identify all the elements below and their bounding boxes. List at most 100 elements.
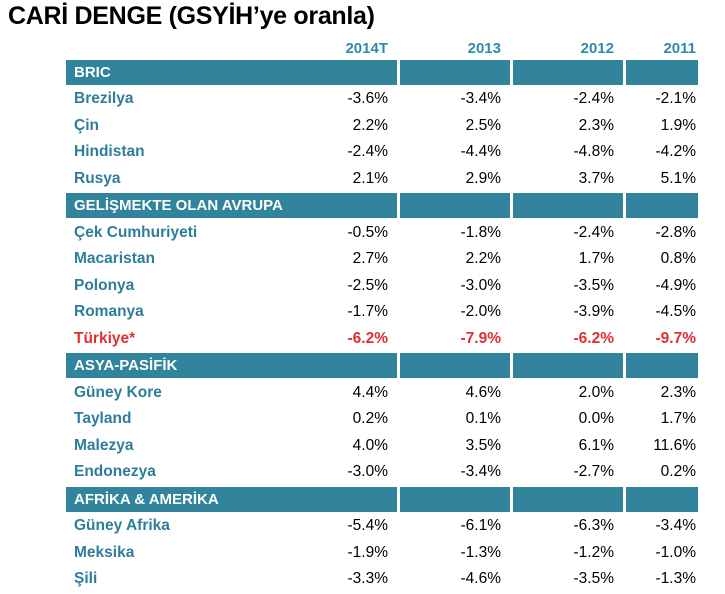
column-divider: [623, 193, 626, 219]
value-cell: -9.7%: [655, 330, 697, 348]
country-name: Çek Cumhuriyeti: [74, 223, 198, 241]
value-cell: -6.2%: [573, 330, 615, 348]
value-cell: 2.7%: [352, 250, 388, 268]
column-divider: [397, 193, 400, 219]
value-cell: -4.2%: [655, 143, 697, 161]
value-cell: -1.8%: [460, 223, 502, 241]
value-cell: -7.9%: [460, 330, 502, 348]
value-cell: -3.3%: [347, 570, 389, 588]
section-title: AFRİKA & AMERİKA: [74, 490, 219, 508]
value-cell: 11.6%: [653, 436, 696, 454]
country-name: Romanya: [74, 303, 144, 321]
value-cell: -2.1%: [655, 90, 697, 108]
value-cell: -1.3%: [460, 543, 502, 561]
value-cell: 2.2%: [465, 250, 501, 268]
value-cell: -3.4%: [460, 90, 502, 108]
country-name: Çin: [74, 116, 99, 134]
value-cell: 2.3%: [578, 116, 614, 134]
value-cell: -3.4%: [655, 517, 697, 535]
table-row: Polonya -2.5% -3.0% -3.5% -4.9%: [66, 273, 698, 300]
section-header: ASYA-PASİFİK: [66, 353, 698, 379]
value-cell: 1.9%: [660, 116, 696, 134]
column-divider: [623, 353, 626, 379]
value-cell: -4.5%: [655, 303, 697, 321]
value-cell: -2.4%: [573, 90, 615, 108]
value-cell: 6.1%: [578, 436, 614, 454]
value-cell: -3.0%: [347, 463, 389, 481]
value-cell: 2.1%: [352, 170, 388, 188]
country-name: Rusya: [74, 170, 121, 188]
value-cell: -3.9%: [573, 303, 615, 321]
value-cell: 0.8%: [660, 250, 696, 268]
table-row: Tayland 0.2% 0.1% 0.0% 1.7%: [66, 406, 698, 433]
value-cell: -1.3%: [655, 570, 697, 588]
country-name: Güney Afrika: [74, 517, 170, 535]
column-header: 2011: [663, 40, 696, 57]
column-divider: [510, 60, 513, 85]
section-title: BRIC: [74, 64, 111, 81]
value-cell: -3.4%: [460, 463, 502, 481]
value-cell: 2.9%: [465, 170, 501, 188]
value-cell: -6.1%: [460, 517, 502, 535]
column-divider: [510, 486, 513, 512]
value-cell: 2.3%: [660, 383, 696, 401]
value-cell: -4.4%: [460, 143, 502, 161]
value-cell: -3.0%: [460, 276, 502, 294]
value-cell: -1.9%: [347, 543, 389, 561]
value-cell: 4.6%: [465, 383, 501, 401]
value-cell: -4.8%: [573, 143, 615, 161]
table-row: Brezilya -3.6% -3.4% -2.4% -2.1%: [66, 86, 698, 113]
table-row: Türkiye* -6.2% -7.9% -6.2% -9.7%: [66, 326, 698, 353]
value-cell: -5.4%: [347, 517, 389, 535]
table-row: Malezya 4.0% 3.5% 6.1% 11.6%: [66, 433, 698, 460]
column-divider: [510, 193, 513, 219]
country-name: Malezya: [74, 436, 134, 454]
value-cell: -4.9%: [655, 276, 697, 294]
country-name: Tayland: [74, 410, 132, 428]
column-divider: [510, 353, 513, 379]
table-row: Endonezya -3.0% -3.4% -2.7% 0.2%: [66, 459, 698, 486]
column-divider: [397, 60, 400, 85]
table-row: Macaristan 2.7% 2.2% 1.7% 0.8%: [66, 246, 698, 273]
column-header-row: 2014T 2013 2012 2011: [66, 38, 698, 59]
value-cell: 5.1%: [660, 170, 696, 188]
table-row: Meksika -1.9% -1.3% -1.2% -1.0%: [66, 539, 698, 566]
country-name: Brezilya: [74, 90, 134, 108]
section-title: GELİŞMEKTE OLAN AVRUPA: [74, 197, 283, 215]
value-cell: 3.7%: [578, 170, 614, 188]
value-cell: -2.7%: [573, 463, 615, 481]
column-divider: [397, 486, 400, 512]
value-cell: -4.6%: [460, 570, 502, 588]
value-cell: -2.5%: [347, 276, 389, 294]
value-cell: 1.7%: [660, 410, 696, 428]
country-name: Macaristan: [74, 250, 155, 268]
value-cell: 3.5%: [465, 436, 501, 454]
section-header: BRIC: [66, 60, 698, 85]
value-cell: 2.5%: [465, 116, 501, 134]
table-row: Hindistan -2.4% -4.4% -4.8% -4.2%: [66, 139, 698, 166]
value-cell: -3.5%: [573, 570, 615, 588]
value-cell: -2.8%: [655, 223, 697, 241]
page-title: CARİ DENGE (GSYİH’ye oranla): [8, 2, 375, 30]
value-cell: -2.0%: [460, 303, 502, 321]
table-row: Güney Kore 4.4% 4.6% 2.0% 2.3%: [66, 379, 698, 406]
country-name: Hindistan: [74, 143, 145, 161]
column-divider: [397, 353, 400, 379]
country-name: Endonezya: [74, 463, 156, 481]
table-row: Romanya -1.7% -2.0% -3.9% -4.5%: [66, 299, 698, 326]
column-divider: [623, 486, 626, 512]
value-cell: -1.7%: [347, 303, 389, 321]
value-cell: 4.0%: [352, 436, 388, 454]
table-row: Güney Afrika -5.4% -6.1% -6.3% -3.4%: [66, 513, 698, 540]
table-row: Çek Cumhuriyeti -0.5% -1.8% -2.4% -2.8%: [66, 219, 698, 246]
country-name: Polonya: [74, 276, 135, 294]
column-header: 2013: [467, 40, 501, 57]
value-cell: -1.0%: [655, 543, 697, 561]
table-row: Şili -3.3% -4.6% -3.5% -1.3%: [66, 566, 698, 593]
value-cell: -3.5%: [573, 276, 615, 294]
country-name: Meksika: [74, 543, 135, 561]
column-header: 2012: [580, 40, 614, 57]
value-cell: -1.2%: [573, 543, 615, 561]
table-row: Rusya 2.1% 2.9% 3.7% 5.1%: [66, 166, 698, 193]
table-row: Çin 2.2% 2.5% 2.3% 1.9%: [66, 113, 698, 140]
